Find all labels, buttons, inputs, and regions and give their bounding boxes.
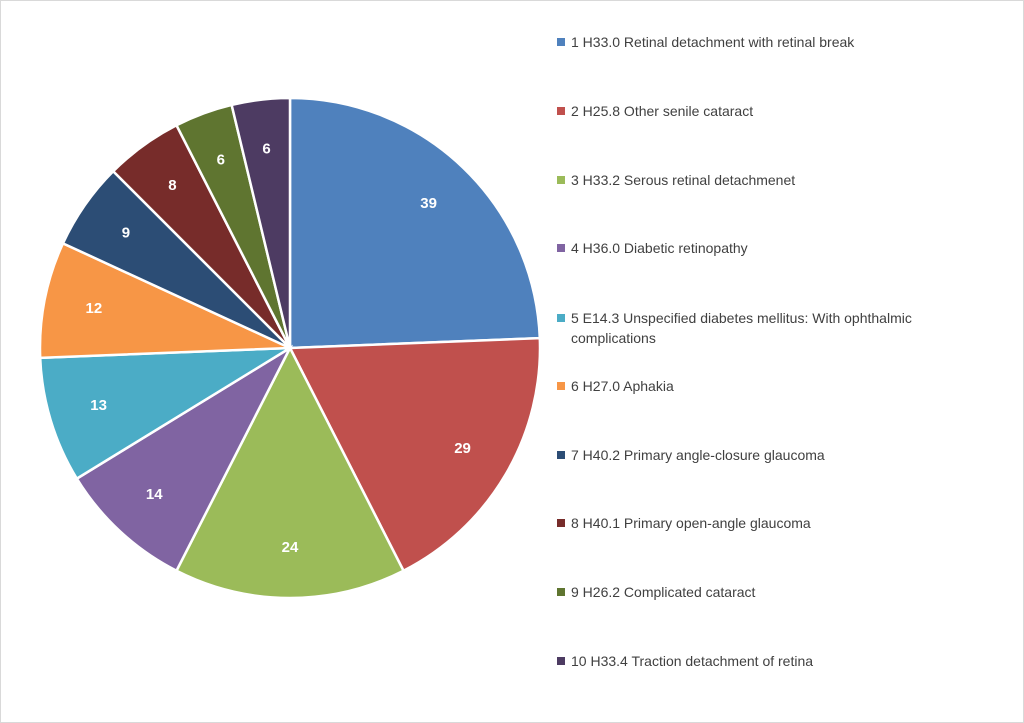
legend-item-8: 8 H40.1 Primary open-angle glaucoma bbox=[557, 513, 977, 533]
pie-slice-3 bbox=[174, 345, 406, 600]
data-label-3: 24 bbox=[282, 539, 299, 556]
legend-item-3: 3 H33.2 Serous retinal detachmenet bbox=[557, 170, 977, 190]
legend-swatch bbox=[557, 244, 565, 252]
legend-swatch bbox=[557, 314, 565, 322]
data-label-4: 14 bbox=[146, 486, 163, 503]
legend-swatch bbox=[557, 451, 565, 459]
legend-label: 3 H33.2 Serous retinal detachmenet bbox=[571, 172, 796, 188]
legend-swatch bbox=[557, 588, 565, 596]
pie-slice-10 bbox=[230, 96, 292, 349]
pie-slice-5 bbox=[38, 346, 295, 481]
legend-label: 7 H40.2 Primary angle-closure glaucoma bbox=[571, 447, 825, 463]
legend-label: 6 H27.0 Aphakia bbox=[571, 378, 674, 394]
pie-data-labels: 39 29 24 14 13 12 9 8 6 6 bbox=[85, 140, 470, 556]
legend-item-9: 9 H26.2 Complicated cataract bbox=[557, 582, 977, 602]
pie-slice-2 bbox=[287, 336, 542, 573]
legend-swatch bbox=[557, 382, 565, 390]
legend-swatch bbox=[557, 107, 565, 115]
legend-item-6: 6 H27.0 Aphakia bbox=[557, 376, 977, 396]
legend-label: 9 H26.2 Complicated cataract bbox=[571, 584, 756, 600]
pie-slice-1 bbox=[288, 96, 542, 350]
data-label-6: 12 bbox=[85, 300, 102, 317]
data-label-10: 6 bbox=[262, 140, 270, 157]
legend-swatch bbox=[557, 176, 565, 184]
data-label-2: 29 bbox=[454, 440, 471, 457]
data-label-1: 39 bbox=[420, 195, 437, 212]
legend-label: 2 H25.8 Other senile cataract bbox=[571, 103, 754, 119]
legend-swatch bbox=[557, 657, 565, 665]
legend-item-5: 5 E14.3 Unspecified diabetes mellitus: W… bbox=[557, 308, 977, 348]
pie-slices bbox=[38, 96, 542, 600]
legend-item-4: 4 H36.0 Diabetic retinopathy bbox=[557, 238, 977, 258]
legend-item-2: 2 H25.8 Other senile cataract bbox=[557, 101, 977, 121]
legend-label: 1 H33.0 Retinal detachment with retinal … bbox=[571, 34, 855, 50]
legend-label: 4 H36.0 Diabetic retinopathy bbox=[571, 240, 748, 256]
legend-swatch bbox=[557, 38, 565, 46]
pie-slice-4 bbox=[75, 344, 294, 573]
legend-label: 5 E14.3 Unspecified diabetes mellitus: W… bbox=[571, 310, 912, 346]
legend-item-1: 1 H33.0 Retinal detachment with retinal … bbox=[557, 32, 977, 52]
legend-swatch bbox=[557, 519, 565, 527]
data-label-5: 13 bbox=[90, 397, 107, 414]
legend-item-10: 10 H33.4 Traction detachment of retina bbox=[557, 651, 977, 671]
data-label-9: 6 bbox=[217, 151, 225, 168]
data-label-7: 9 bbox=[122, 225, 130, 242]
legend-item-7: 7 H40.2 Primary angle-closure glaucoma bbox=[557, 445, 977, 465]
pie-slice-6 bbox=[38, 241, 291, 360]
data-label-8: 8 bbox=[168, 177, 176, 194]
legend-label: 10 H33.4 Traction detachment of retina bbox=[571, 653, 814, 669]
legend-label: 8 H40.1 Primary open-angle glaucoma bbox=[571, 515, 811, 531]
